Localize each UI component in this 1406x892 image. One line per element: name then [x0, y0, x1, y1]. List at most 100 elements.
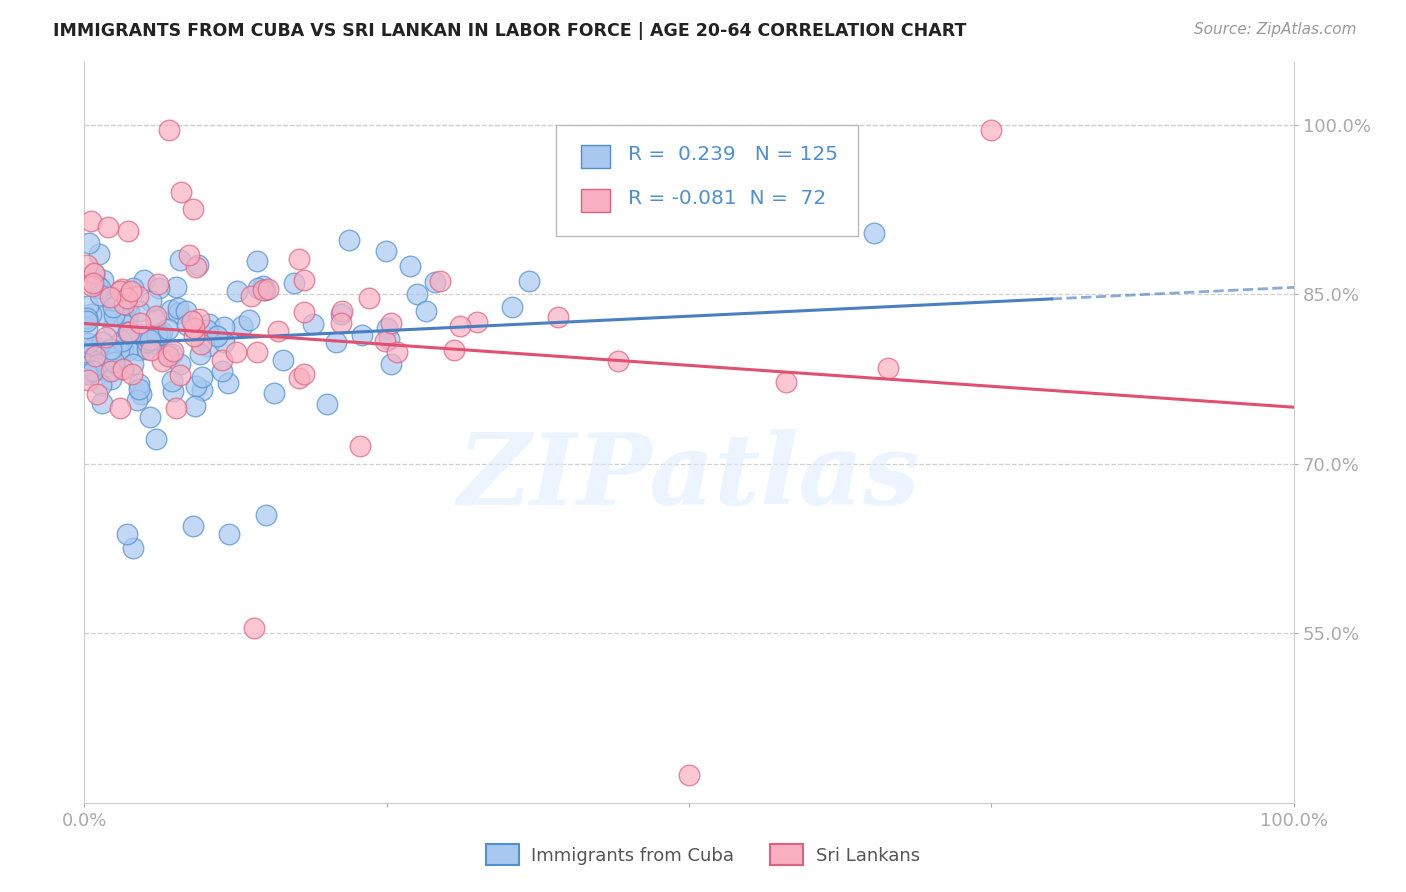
Point	[139, 343, 162, 357]
Point	[112, 297, 135, 311]
Point	[145, 310, 167, 324]
Point	[128, 376, 150, 391]
Point	[148, 281, 170, 295]
Point	[91, 273, 114, 287]
Point	[117, 326, 139, 340]
Point	[112, 343, 135, 357]
Point	[87, 341, 110, 355]
Point	[176, 318, 198, 332]
Point	[76, 310, 98, 325]
Point	[218, 526, 240, 541]
Point	[77, 236, 100, 251]
Point	[423, 275, 446, 289]
Point	[415, 304, 437, 318]
Point	[181, 202, 204, 217]
Point	[127, 289, 149, 303]
Text: R =  0.239   N = 125: R = 0.239 N = 125	[628, 145, 838, 164]
Point	[211, 364, 233, 378]
Text: IMMIGRANTS FROM CUBA VS SRI LANKAN IN LABOR FORCE | AGE 20-64 CORRELATION CHART: IMMIGRANTS FROM CUBA VS SRI LANKAN IN LA…	[53, 22, 967, 40]
Point	[252, 278, 274, 293]
Point	[89, 288, 111, 302]
Point	[87, 357, 110, 371]
Point	[174, 303, 197, 318]
Point	[80, 307, 103, 321]
Point	[330, 316, 353, 330]
Point	[157, 347, 180, 361]
Point	[128, 304, 150, 318]
Point	[156, 322, 179, 336]
Point	[100, 364, 122, 378]
Point	[162, 344, 184, 359]
Point	[188, 347, 211, 361]
Point	[316, 397, 339, 411]
Point	[184, 260, 207, 275]
Point	[128, 382, 150, 396]
Point	[103, 308, 125, 322]
Point	[117, 305, 139, 319]
Point	[125, 393, 148, 408]
Point	[330, 307, 353, 321]
Point	[100, 348, 122, 362]
Point	[117, 313, 139, 327]
Point	[212, 335, 235, 350]
Point	[108, 343, 131, 358]
Point	[205, 328, 228, 343]
Point	[429, 274, 451, 288]
Point	[79, 358, 101, 372]
Point	[186, 379, 208, 393]
Text: ZIPatlas: ZIPatlas	[458, 429, 920, 525]
Point	[254, 508, 277, 522]
Point	[141, 294, 163, 309]
Point	[375, 244, 398, 259]
Point	[128, 343, 150, 357]
Point	[129, 387, 152, 401]
Point	[110, 361, 132, 376]
Point	[136, 335, 159, 350]
Point	[146, 328, 169, 343]
Point	[76, 373, 98, 387]
Point	[143, 311, 166, 326]
Point	[180, 314, 202, 328]
Point	[678, 767, 700, 781]
Legend: Immigrants from Cuba, Sri Lankans: Immigrants from Cuba, Sri Lankans	[479, 837, 927, 872]
FancyBboxPatch shape	[555, 126, 858, 236]
Point	[184, 400, 207, 414]
Point	[121, 367, 143, 381]
Point	[115, 298, 138, 312]
Point	[83, 267, 105, 281]
Point	[166, 301, 188, 315]
Point	[246, 254, 269, 268]
Point	[82, 364, 104, 378]
Point	[187, 258, 209, 272]
Point	[86, 277, 108, 292]
Point	[387, 344, 409, 359]
Point	[263, 385, 285, 400]
Point	[292, 304, 315, 318]
Point	[156, 349, 179, 363]
Point	[89, 281, 111, 295]
Point	[352, 328, 374, 343]
Point	[183, 320, 205, 334]
Point	[247, 281, 270, 295]
Point	[135, 343, 157, 357]
Point	[325, 334, 347, 349]
Point	[84, 349, 107, 363]
Point	[76, 258, 98, 272]
Point	[606, 354, 628, 368]
Point	[100, 372, 122, 386]
Point	[115, 526, 138, 541]
Point	[129, 327, 152, 342]
Point	[100, 343, 122, 357]
Point	[349, 439, 371, 453]
Point	[96, 308, 118, 322]
Point	[139, 409, 162, 424]
Point	[111, 282, 134, 296]
Point	[146, 277, 169, 292]
Point	[90, 377, 112, 392]
Text: Source: ZipAtlas.com: Source: ZipAtlas.com	[1194, 22, 1357, 37]
Point	[111, 334, 134, 348]
Point	[239, 288, 262, 302]
Point	[117, 224, 139, 238]
Point	[288, 252, 311, 266]
Point	[273, 353, 295, 368]
